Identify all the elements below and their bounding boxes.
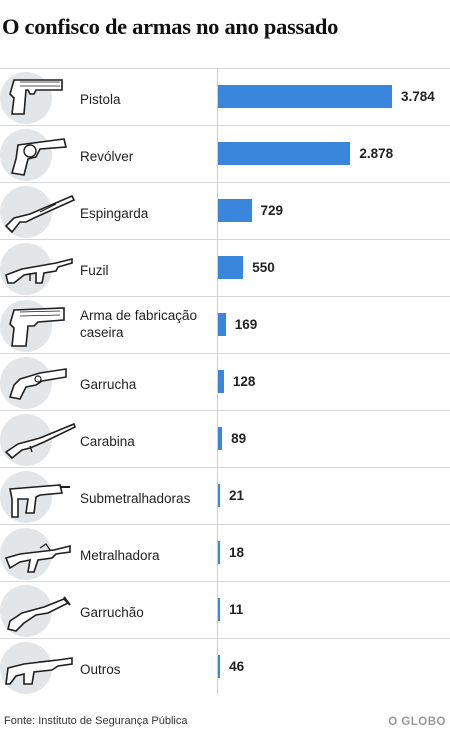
chart-row: Arma de fabricação caseira 169 [0,296,450,353]
bar [218,199,252,222]
chart-row: Espingarda 729 [0,182,450,239]
bar [218,85,392,108]
row-divider [0,68,450,69]
chart-row: Submetralhadoras 21 [0,467,450,524]
chart-axis-line [217,68,218,694]
data-label: 729 [260,203,284,218]
chart-row: Garruchão 11 [0,581,450,638]
chart-row: Revólver 2.878 [0,125,450,182]
bar [218,655,221,678]
category-label: Outros [80,662,121,677]
source-note: Fonte: Instituto de Segurança Pública [4,715,188,727]
machine-gun-icon [4,543,71,573]
data-label: 18 [229,545,245,560]
category-label: Garruchão [80,605,144,620]
row-divider [0,353,450,354]
derringer-icon [8,368,67,400]
row-divider [0,524,450,525]
category-label: Garrucha [80,377,137,392]
category-label: Submetralhadoras [80,491,191,506]
row-divider [0,467,450,468]
row-divider [0,182,450,183]
other-weapons-icon [5,657,73,685]
row-divider [0,296,450,297]
category-label: Arma de fabricação caseira [80,308,198,340]
chart-row: Fuzil 550 [0,239,450,296]
chart-title: O confisco de armas no ano passado [2,14,339,39]
data-label: 89 [231,431,247,446]
submachine-gun-icon [9,484,70,518]
homemade-gun-icon [9,307,65,347]
chart-row: Pistola 3.784 [0,68,450,125]
blunderbuss-icon [7,596,71,632]
data-label: 128 [232,374,256,389]
row-divider [0,125,450,126]
category-label: Espingarda [80,206,149,221]
category-label: Revólver [80,149,134,164]
category-label: Pistola [80,92,121,107]
data-label: 550 [252,260,275,275]
row-divider [0,638,450,639]
bar [218,484,220,507]
pistol-icon [9,79,63,115]
row-divider [0,239,450,240]
row-divider [0,410,450,411]
data-label: 11 [229,602,244,617]
data-label: 2.878 [359,146,394,161]
bar [218,142,351,165]
data-label: 46 [229,659,245,674]
category-label: Metralhadora [80,548,160,563]
chart-row: Outros 46 [0,638,450,695]
data-label: 169 [234,317,258,332]
revolver-icon [10,138,68,176]
bar [218,598,220,621]
bar [218,256,244,279]
bar [218,427,223,450]
data-label: 21 [229,488,245,503]
data-label: 3.784 [401,89,435,104]
bar [218,541,220,564]
chart-row: Metralhadora 18 [0,524,450,581]
row-divider [0,581,450,582]
carbine-icon [4,422,76,460]
bar [218,313,226,336]
chart-row: Carabina 89 [0,410,450,467]
category-label: Carabina [80,434,135,449]
shotgun-icon [4,194,76,234]
rifle-icon [5,257,73,284]
brand-logo: O GLOBO [388,716,446,728]
bar [218,370,224,393]
category-label: Fuzil [80,263,109,278]
chart-row: Garrucha 128 [0,353,450,410]
